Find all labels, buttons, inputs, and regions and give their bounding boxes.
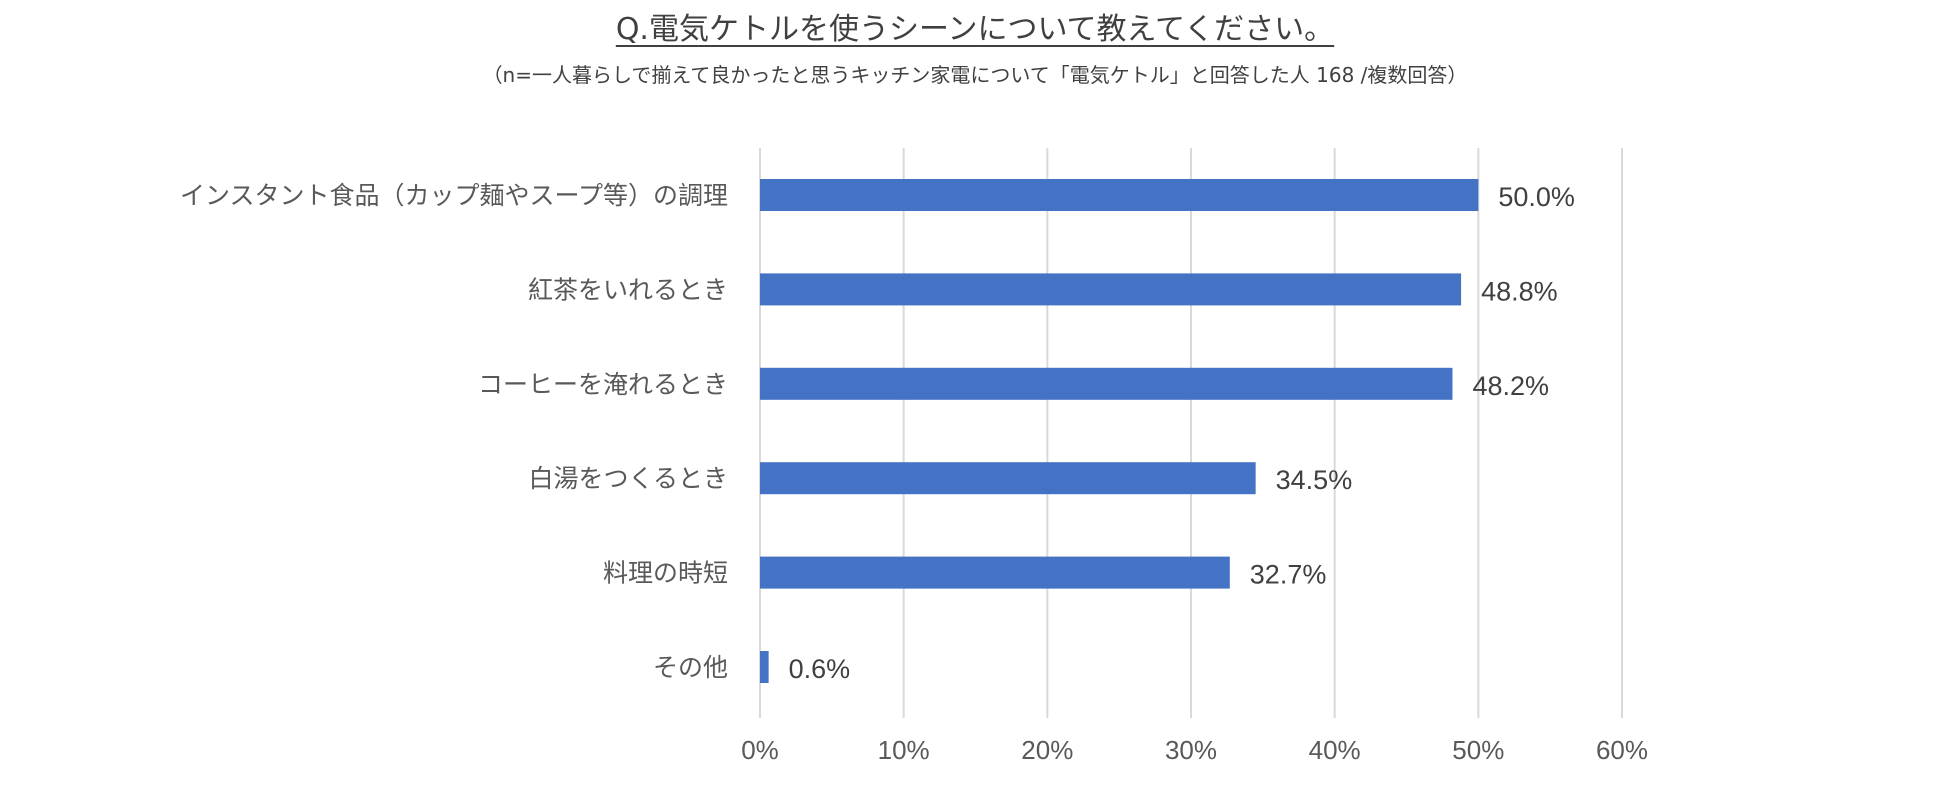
category-label: その他: [653, 653, 728, 682]
x-tick-label: 0%: [741, 735, 779, 765]
category-label: 料理の時短: [603, 559, 728, 588]
x-tick-label: 20%: [1021, 735, 1073, 765]
x-tick-label: 40%: [1309, 735, 1361, 765]
data-label: 0.6%: [789, 654, 851, 684]
category-label: 白湯をつくるとき: [528, 464, 728, 493]
bar: [760, 651, 769, 683]
chart-subtitle: （n=一人暮らしで揃えて良かったと思うキッチン家電について「電気ケトル」と回答し…: [482, 63, 1468, 87]
category-label: コーヒーを淹れるとき: [478, 370, 728, 399]
chart-title: Q.電気ケトルを使うシーンについて教えてください。: [0, 10, 1950, 50]
bar: [760, 462, 1256, 495]
category-label: インスタント食品（カップ麺やスープ等）の調理: [180, 181, 728, 210]
x-tick-label: 30%: [1165, 735, 1217, 765]
category-label: 紅茶をいれるとき: [528, 275, 728, 304]
bar: [760, 367, 1453, 400]
x-tick-label: 60%: [1596, 735, 1648, 765]
bar: [760, 273, 1462, 306]
chart-title-text: Q.電気ケトルを使うシーンについて教えてください。: [615, 12, 1335, 47]
bar: [760, 556, 1230, 589]
x-tick-label: 10%: [878, 735, 930, 765]
data-label: 48.2%: [1472, 371, 1549, 401]
data-label: 48.8%: [1481, 276, 1558, 306]
bar: [760, 179, 1479, 211]
data-label: 34.5%: [1276, 465, 1353, 495]
data-label: 50.0%: [1498, 182, 1575, 212]
data-label: 32.7%: [1250, 560, 1327, 590]
x-tick-label: 50%: [1452, 735, 1504, 765]
